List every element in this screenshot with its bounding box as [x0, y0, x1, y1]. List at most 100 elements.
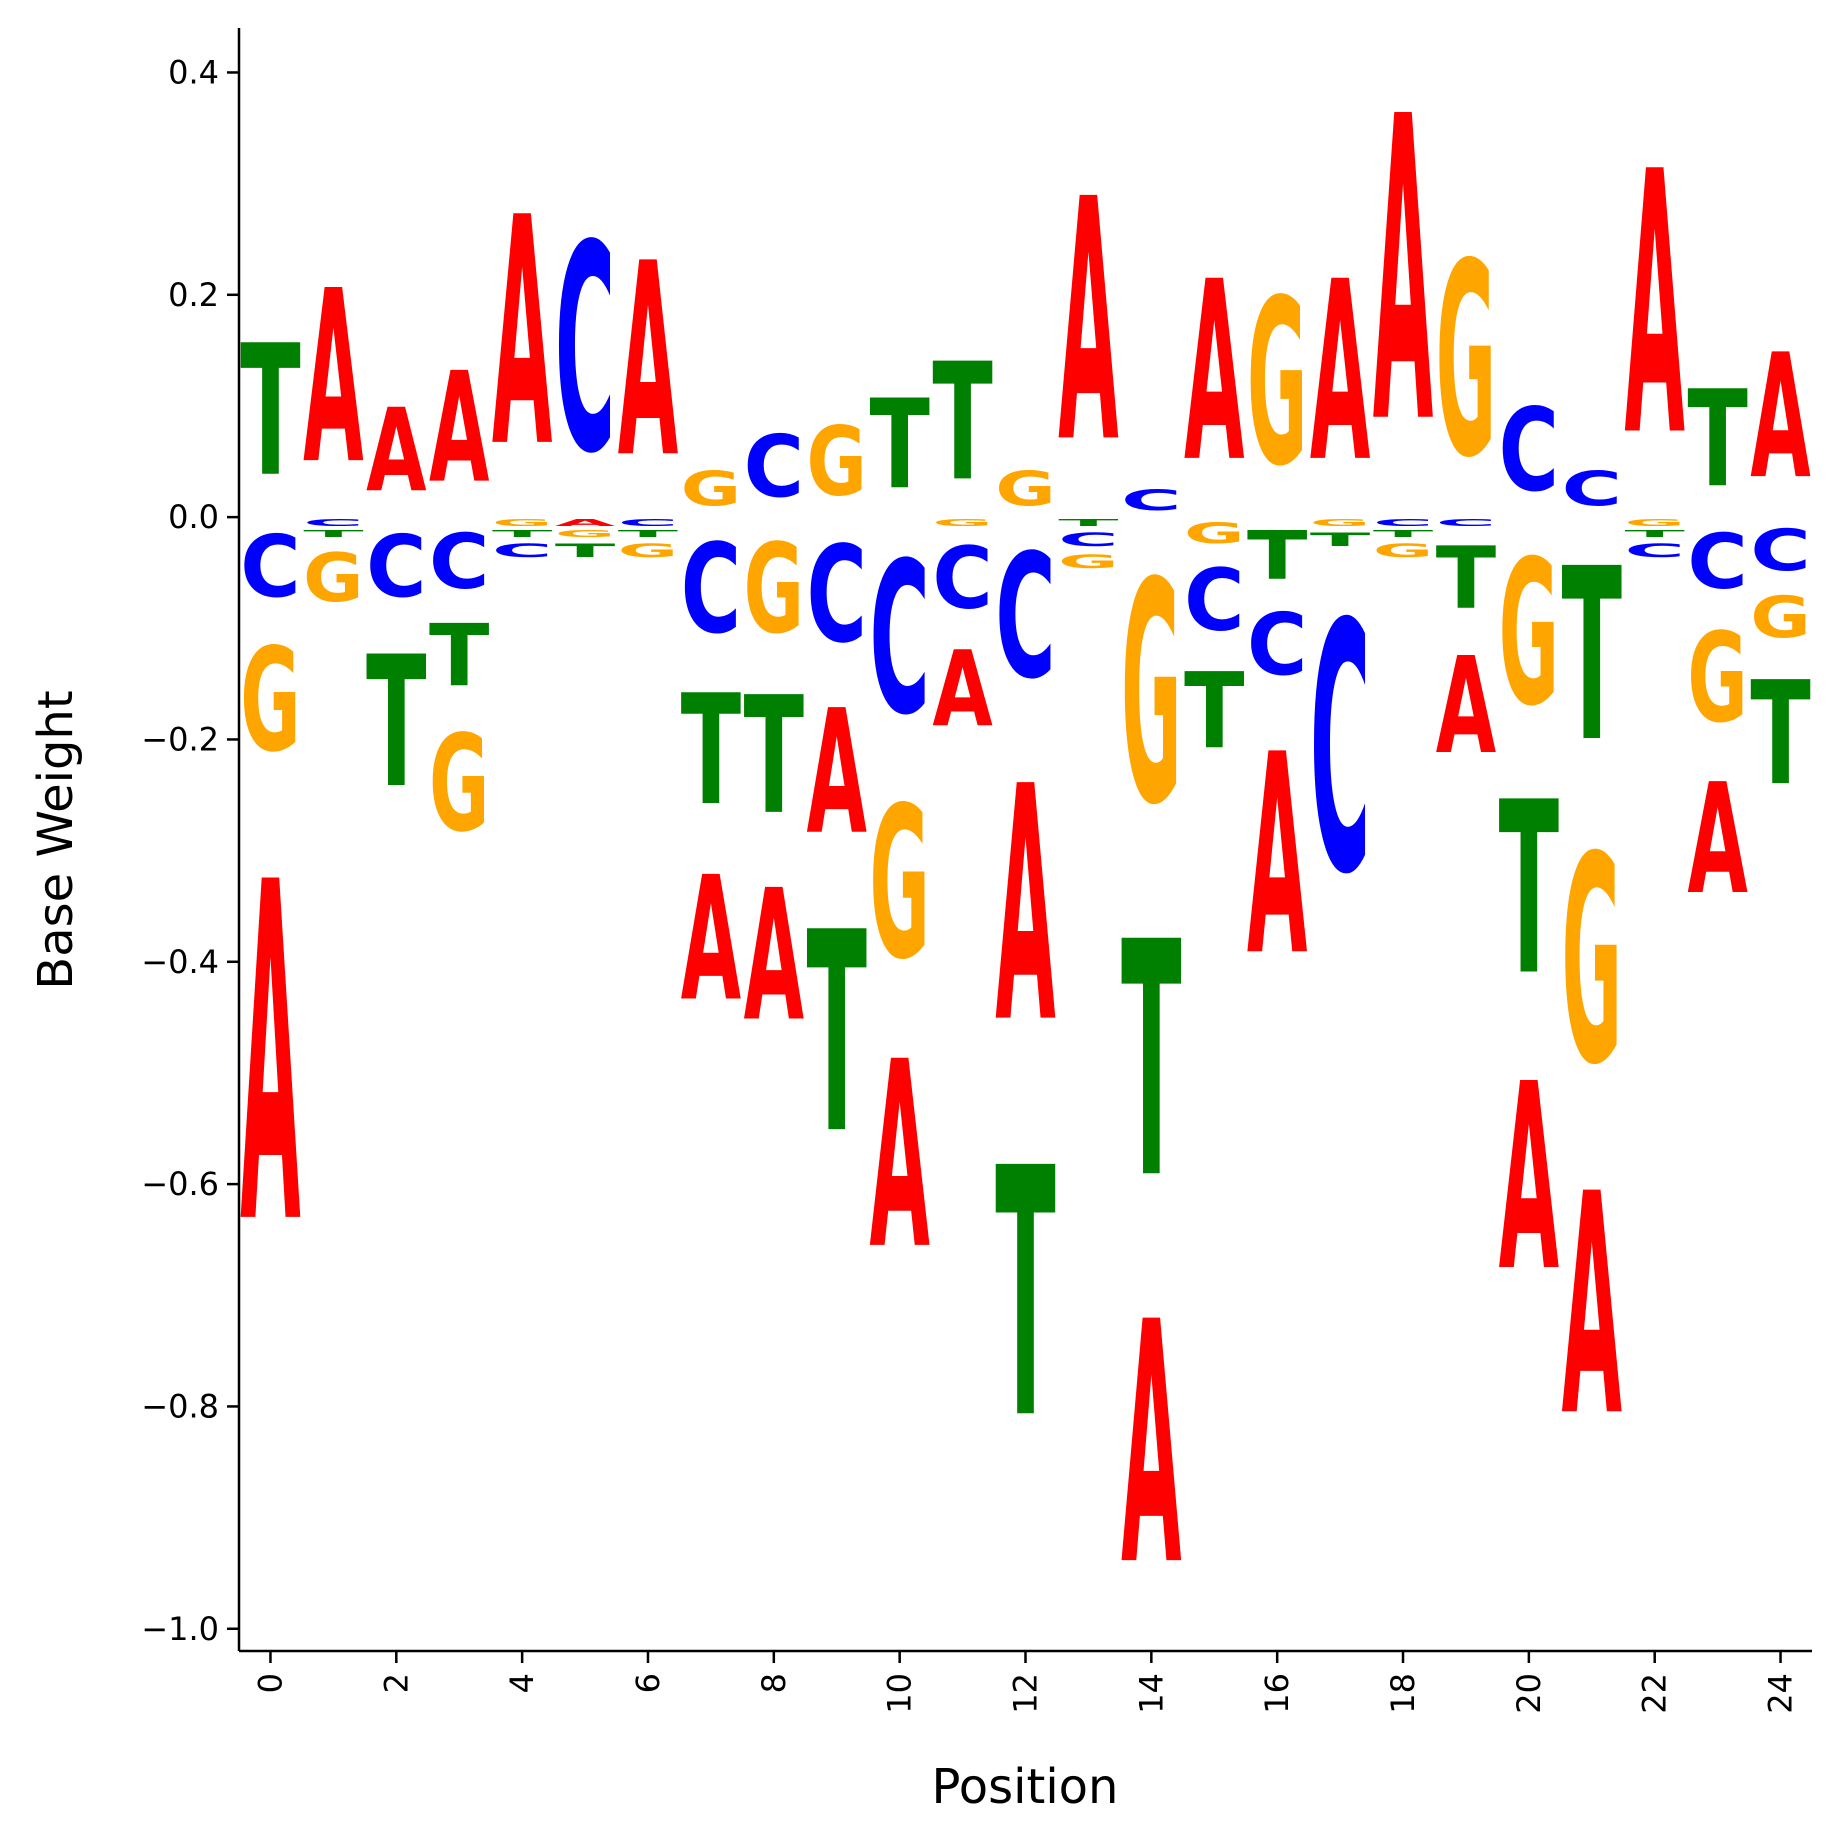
logo-letter-G-pos-5: G: [555, 528, 615, 539]
logo-letter-G-pos-23: G: [1687, 607, 1747, 750]
logo-letter-T-pos-11: T: [932, 328, 993, 516]
x-tick-label: 16: [1258, 1673, 1296, 1714]
x-tick-label: 22: [1636, 1673, 1674, 1714]
logo-letter-A-pos-1: A: [303, 240, 363, 517]
y-tick-label: 0.0: [168, 498, 219, 536]
x-tick-label: 4: [503, 1673, 541, 1693]
logo-letter-C-pos-16: C: [1247, 595, 1307, 695]
logo-letter-C-pos-7: C: [681, 518, 741, 662]
logo-letter-A-pos-3: A: [429, 341, 489, 517]
logo-letter-T-pos-10: T: [869, 374, 929, 518]
y-tick-label: −0.6: [141, 1165, 219, 1203]
y-tick-label: −1.0: [141, 1610, 219, 1648]
logo-letter-T-pos-4: T: [492, 528, 552, 539]
logo-letter-C-pos-0: C: [240, 517, 300, 617]
logo-letter-G-pos-1: G: [303, 540, 363, 618]
y-axis-title: Base Weight: [28, 690, 84, 989]
logo-letter-G-pos-20: G: [1499, 518, 1559, 750]
logo-letter-T-pos-22: T: [1625, 528, 1685, 539]
x-tick-label: 14: [1132, 1673, 1170, 1714]
logo-letter-T-pos-16: T: [1247, 518, 1307, 595]
logo-letter-A-pos-12: A: [995, 719, 1055, 1094]
y-tick-label: 0.2: [168, 276, 219, 314]
logo-letter-T-pos-23: T: [1687, 362, 1747, 517]
logo-letter-T-pos-17: T: [1310, 529, 1371, 551]
logo-letter-C-pos-9: C: [807, 518, 867, 673]
logo-letter-T-pos-21: T: [1562, 519, 1622, 795]
logo-letter-C-pos-20: C: [1499, 385, 1559, 517]
logo-letter-A-pos-8: A: [744, 851, 804, 1061]
logo-letter-G-pos-3: G: [429, 707, 489, 862]
logo-letter-G-pos-22: G: [1625, 517, 1685, 528]
logo-letter-C-pos-23: C: [1687, 517, 1747, 606]
logo-letter-T-pos-12: T: [995, 1096, 1055, 1494]
logo-letter-A-pos-18: A: [1373, 29, 1434, 516]
logo-letter-G-pos-7: G: [681, 462, 741, 517]
y-tick-label: −0.4: [141, 943, 219, 981]
logo-letter-G-pos-0: G: [240, 618, 300, 784]
logo-letter-A-pos-10: A: [869, 1007, 929, 1306]
logo-letter-A-pos-13: A: [1058, 129, 1118, 516]
logo-letter-G-pos-16: G: [1247, 251, 1307, 516]
logo-letter-T-pos-20: T: [1499, 753, 1559, 1029]
logo-letter-A-pos-7: A: [681, 842, 741, 1040]
y-tick-label: −0.2: [141, 720, 219, 758]
logo-letter-T-pos-6: T: [618, 528, 678, 539]
logo-letter-C-pos-11: C: [932, 528, 992, 628]
logo-letter-T-pos-24: T: [1750, 651, 1810, 817]
logo-letter-G-pos-13: G: [1058, 550, 1118, 572]
logo-letter-T-pos-14: T: [1121, 873, 1181, 1249]
logo-letter-A-pos-16: A: [1247, 695, 1307, 1016]
logo-letter-T-pos-13: T: [1058, 517, 1118, 528]
logo-letter-C-pos-22: C: [1625, 540, 1685, 562]
logo-letter-A-pos-5: A: [555, 517, 615, 528]
logo-letter-G-pos-8: G: [744, 518, 804, 661]
logo-letter-T-pos-0: T: [240, 306, 300, 517]
logo-letter-C-pos-2: C: [366, 517, 426, 617]
logo-letter-A-pos-17: A: [1310, 230, 1370, 517]
logo-letter-C-pos-21: C: [1562, 462, 1622, 517]
logo-letter-C-pos-24: C: [1750, 517, 1810, 584]
logo-letter-A-pos-9: A: [807, 675, 867, 873]
logo-letter-T-pos-1: T: [303, 528, 363, 539]
logo-letter-G-pos-11: G: [932, 517, 992, 528]
logo-letter-A-pos-14: A: [1121, 1252, 1181, 1639]
logo-letter-A-pos-21: A: [1562, 1130, 1622, 1483]
x-tick-label: 24: [1762, 1673, 1800, 1714]
logo-letter-C-pos-18: C: [1373, 517, 1433, 528]
y-ticks: 0.4 0.2 0.0 −0.2 −0.4 −0.6 −0.8 −1.0: [141, 53, 239, 1648]
logo-letter-G-pos-9: G: [807, 407, 867, 518]
x-tick-label: 10: [881, 1673, 919, 1714]
x-ticks: 0 2 4 6 8 10 12 14 16 18 20 22 24: [251, 1651, 1800, 1714]
x-tick-label: 12: [1007, 1673, 1045, 1714]
x-tick-label: 20: [1510, 1673, 1548, 1714]
logo-letter-A-pos-15: A: [1184, 230, 1244, 517]
logo-letter-A-pos-11: A: [932, 628, 992, 750]
logo-letter-T-pos-5: T: [555, 540, 616, 562]
logo-letter-G-pos-12: G: [995, 462, 1055, 517]
logo-letter-C-pos-6: C: [618, 517, 678, 528]
logo-letter-C-pos-5: C: [555, 185, 615, 517]
logo-letter-C-pos-4: C: [492, 540, 552, 562]
logo-letter-C-pos-10: C: [869, 519, 929, 761]
logo-letter-G-pos-15: G: [1184, 518, 1244, 551]
logo-letter-G-pos-19: G: [1436, 208, 1496, 517]
logo-letter-T-pos-18: T: [1373, 528, 1433, 539]
logo-letter-T-pos-7: T: [681, 664, 742, 840]
logo-letter-G-pos-24: G: [1750, 584, 1810, 651]
x-tick-label: 8: [755, 1673, 793, 1693]
logo-letter-T-pos-19: T: [1436, 528, 1496, 628]
logo-letters: TCGAACTGACTACTGAGTCCAGTACTGGCTACGTAGCATT…: [240, 29, 1811, 1639]
logo-letter-T-pos-15: T: [1184, 651, 1244, 773]
logo-letter-C-pos-3: C: [429, 517, 489, 606]
logo-letter-A-pos-6: A: [618, 208, 678, 517]
logo-letter-G-pos-21: G: [1562, 797, 1622, 1128]
logo-letter-A-pos-2: A: [366, 385, 427, 518]
logo-letter-C-pos-13: C: [1058, 529, 1118, 551]
logo-letter-G-pos-17: G: [1310, 517, 1370, 528]
logo-letter-G-pos-6: G: [618, 539, 678, 561]
logo-letter-A-pos-23: A: [1687, 752, 1747, 928]
logo-letter-T-pos-3: T: [429, 606, 489, 706]
logo-letter-C-pos-19: C: [1436, 517, 1496, 528]
